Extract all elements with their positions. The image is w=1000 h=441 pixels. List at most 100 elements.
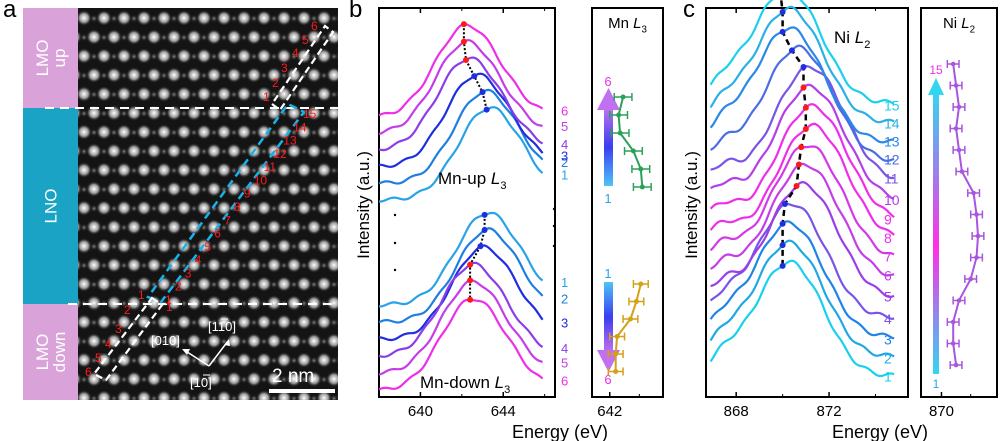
atom-column-minor — [200, 109, 208, 118]
b-inset-xtick-label: 642 — [597, 403, 622, 420]
mn-down-peak-marker — [467, 277, 474, 284]
atom-column — [286, 257, 302, 273]
lmo-down-layer-number: 2 — [124, 303, 131, 317]
atom-column-minor — [130, 204, 138, 213]
atom-column — [276, 48, 292, 64]
atom-column-minor — [270, 356, 278, 365]
atom-column — [86, 181, 102, 197]
mn-down-inset-point — [613, 369, 619, 374]
ni-inset-point — [974, 255, 979, 260]
atom-column-minor — [140, 33, 148, 42]
ni-layer-label: 9 — [884, 211, 892, 227]
atom-column — [296, 352, 312, 368]
atom-column — [216, 10, 232, 26]
atom-column-minor — [190, 318, 198, 327]
atom-column — [96, 314, 112, 330]
atom-column-minor — [140, 147, 148, 156]
atom-column-minor — [190, 128, 198, 137]
atom-column — [246, 333, 262, 349]
atom-column — [116, 390, 132, 400]
lno-layer-number: 11 — [264, 160, 277, 174]
atom-column-minor — [110, 318, 118, 327]
atom-column-minor — [210, 14, 218, 23]
atom-column — [266, 219, 282, 235]
atom-column-minor — [280, 33, 288, 42]
atom-column — [176, 48, 192, 64]
atom-column-minor — [320, 223, 328, 232]
atom-column-minor — [230, 242, 238, 251]
atom-column-minor — [110, 356, 118, 365]
atom-column-minor — [180, 185, 188, 194]
atom-column — [226, 371, 242, 387]
atom-column — [326, 143, 338, 159]
atom-column-minor — [200, 147, 208, 156]
atom-column — [78, 334, 82, 348]
ni-spectrum-line — [710, 44, 895, 163]
atom-column — [78, 238, 92, 254]
atom-column — [236, 124, 252, 140]
atom-column — [116, 10, 132, 26]
atom-column — [186, 29, 202, 45]
atom-column-minor — [190, 280, 198, 289]
atom-column-minor — [330, 128, 338, 137]
ni-peak-marker — [779, 28, 786, 35]
atom-column-minor — [90, 318, 98, 327]
atom-column — [246, 29, 262, 45]
atom-column — [126, 181, 142, 197]
atom-column-minor — [260, 147, 268, 156]
atom-column — [236, 86, 252, 102]
mn-up-spectrum-line — [378, 22, 544, 117]
ni-layer-label: 5 — [884, 288, 892, 304]
atom-column-minor — [180, 337, 188, 346]
atom-column-minor — [90, 166, 98, 175]
atom-column — [196, 276, 212, 292]
atom-column-minor — [320, 147, 328, 156]
atom-column — [78, 390, 92, 400]
atom-column-minor — [100, 185, 108, 194]
mn-down-peak-marker — [481, 227, 488, 234]
atom-column — [336, 12, 338, 24]
ni-spectrum-line — [709, 220, 895, 340]
atom-column — [78, 372, 82, 386]
atom-column — [78, 258, 82, 272]
b-inset-frame — [591, 7, 664, 398]
mn-up-inset-line — [617, 96, 644, 188]
mn-down-inset-point — [614, 334, 620, 339]
atom-column-minor — [300, 223, 308, 232]
atom-column — [86, 29, 102, 45]
atom-column — [266, 295, 282, 311]
atom-column-minor — [210, 90, 218, 99]
atom-column-minor — [150, 242, 158, 251]
atom-column — [276, 10, 292, 26]
atom-column-minor — [190, 166, 198, 175]
atom-column-minor — [310, 394, 318, 400]
atom-column-minor — [220, 71, 228, 80]
lmo-up-layer-number: 2 — [272, 76, 279, 90]
atom-column-minor — [310, 128, 318, 137]
c-ylabel: Intensity (a.u.) — [682, 151, 701, 259]
mn-up-spectrum-line — [378, 38, 543, 136]
ni-spectrum-line — [709, 202, 895, 320]
atom-column — [106, 333, 122, 349]
atom-column — [316, 238, 332, 254]
atom-column — [256, 200, 272, 216]
atom-column-minor — [170, 394, 178, 400]
atom-column-minor — [270, 242, 278, 251]
mn-up-peak-marker — [483, 106, 490, 113]
atom-column — [286, 219, 302, 235]
atom-column — [326, 67, 338, 83]
atom-column — [186, 67, 202, 83]
atom-column — [166, 143, 182, 159]
c-inset-frame — [920, 7, 998, 398]
ni-spectrum-line — [709, 122, 895, 236]
atom-column — [116, 86, 132, 102]
atom-column — [206, 67, 222, 83]
mn-up-layer-label: 2 — [561, 155, 568, 170]
atom-column-minor — [290, 280, 298, 289]
atom-column-minor — [320, 109, 328, 118]
ni-peak-marker — [798, 144, 805, 151]
atom-column-minor — [80, 147, 88, 156]
atom-column — [336, 354, 338, 366]
atom-column-minor — [310, 318, 318, 327]
atom-column — [236, 238, 252, 254]
